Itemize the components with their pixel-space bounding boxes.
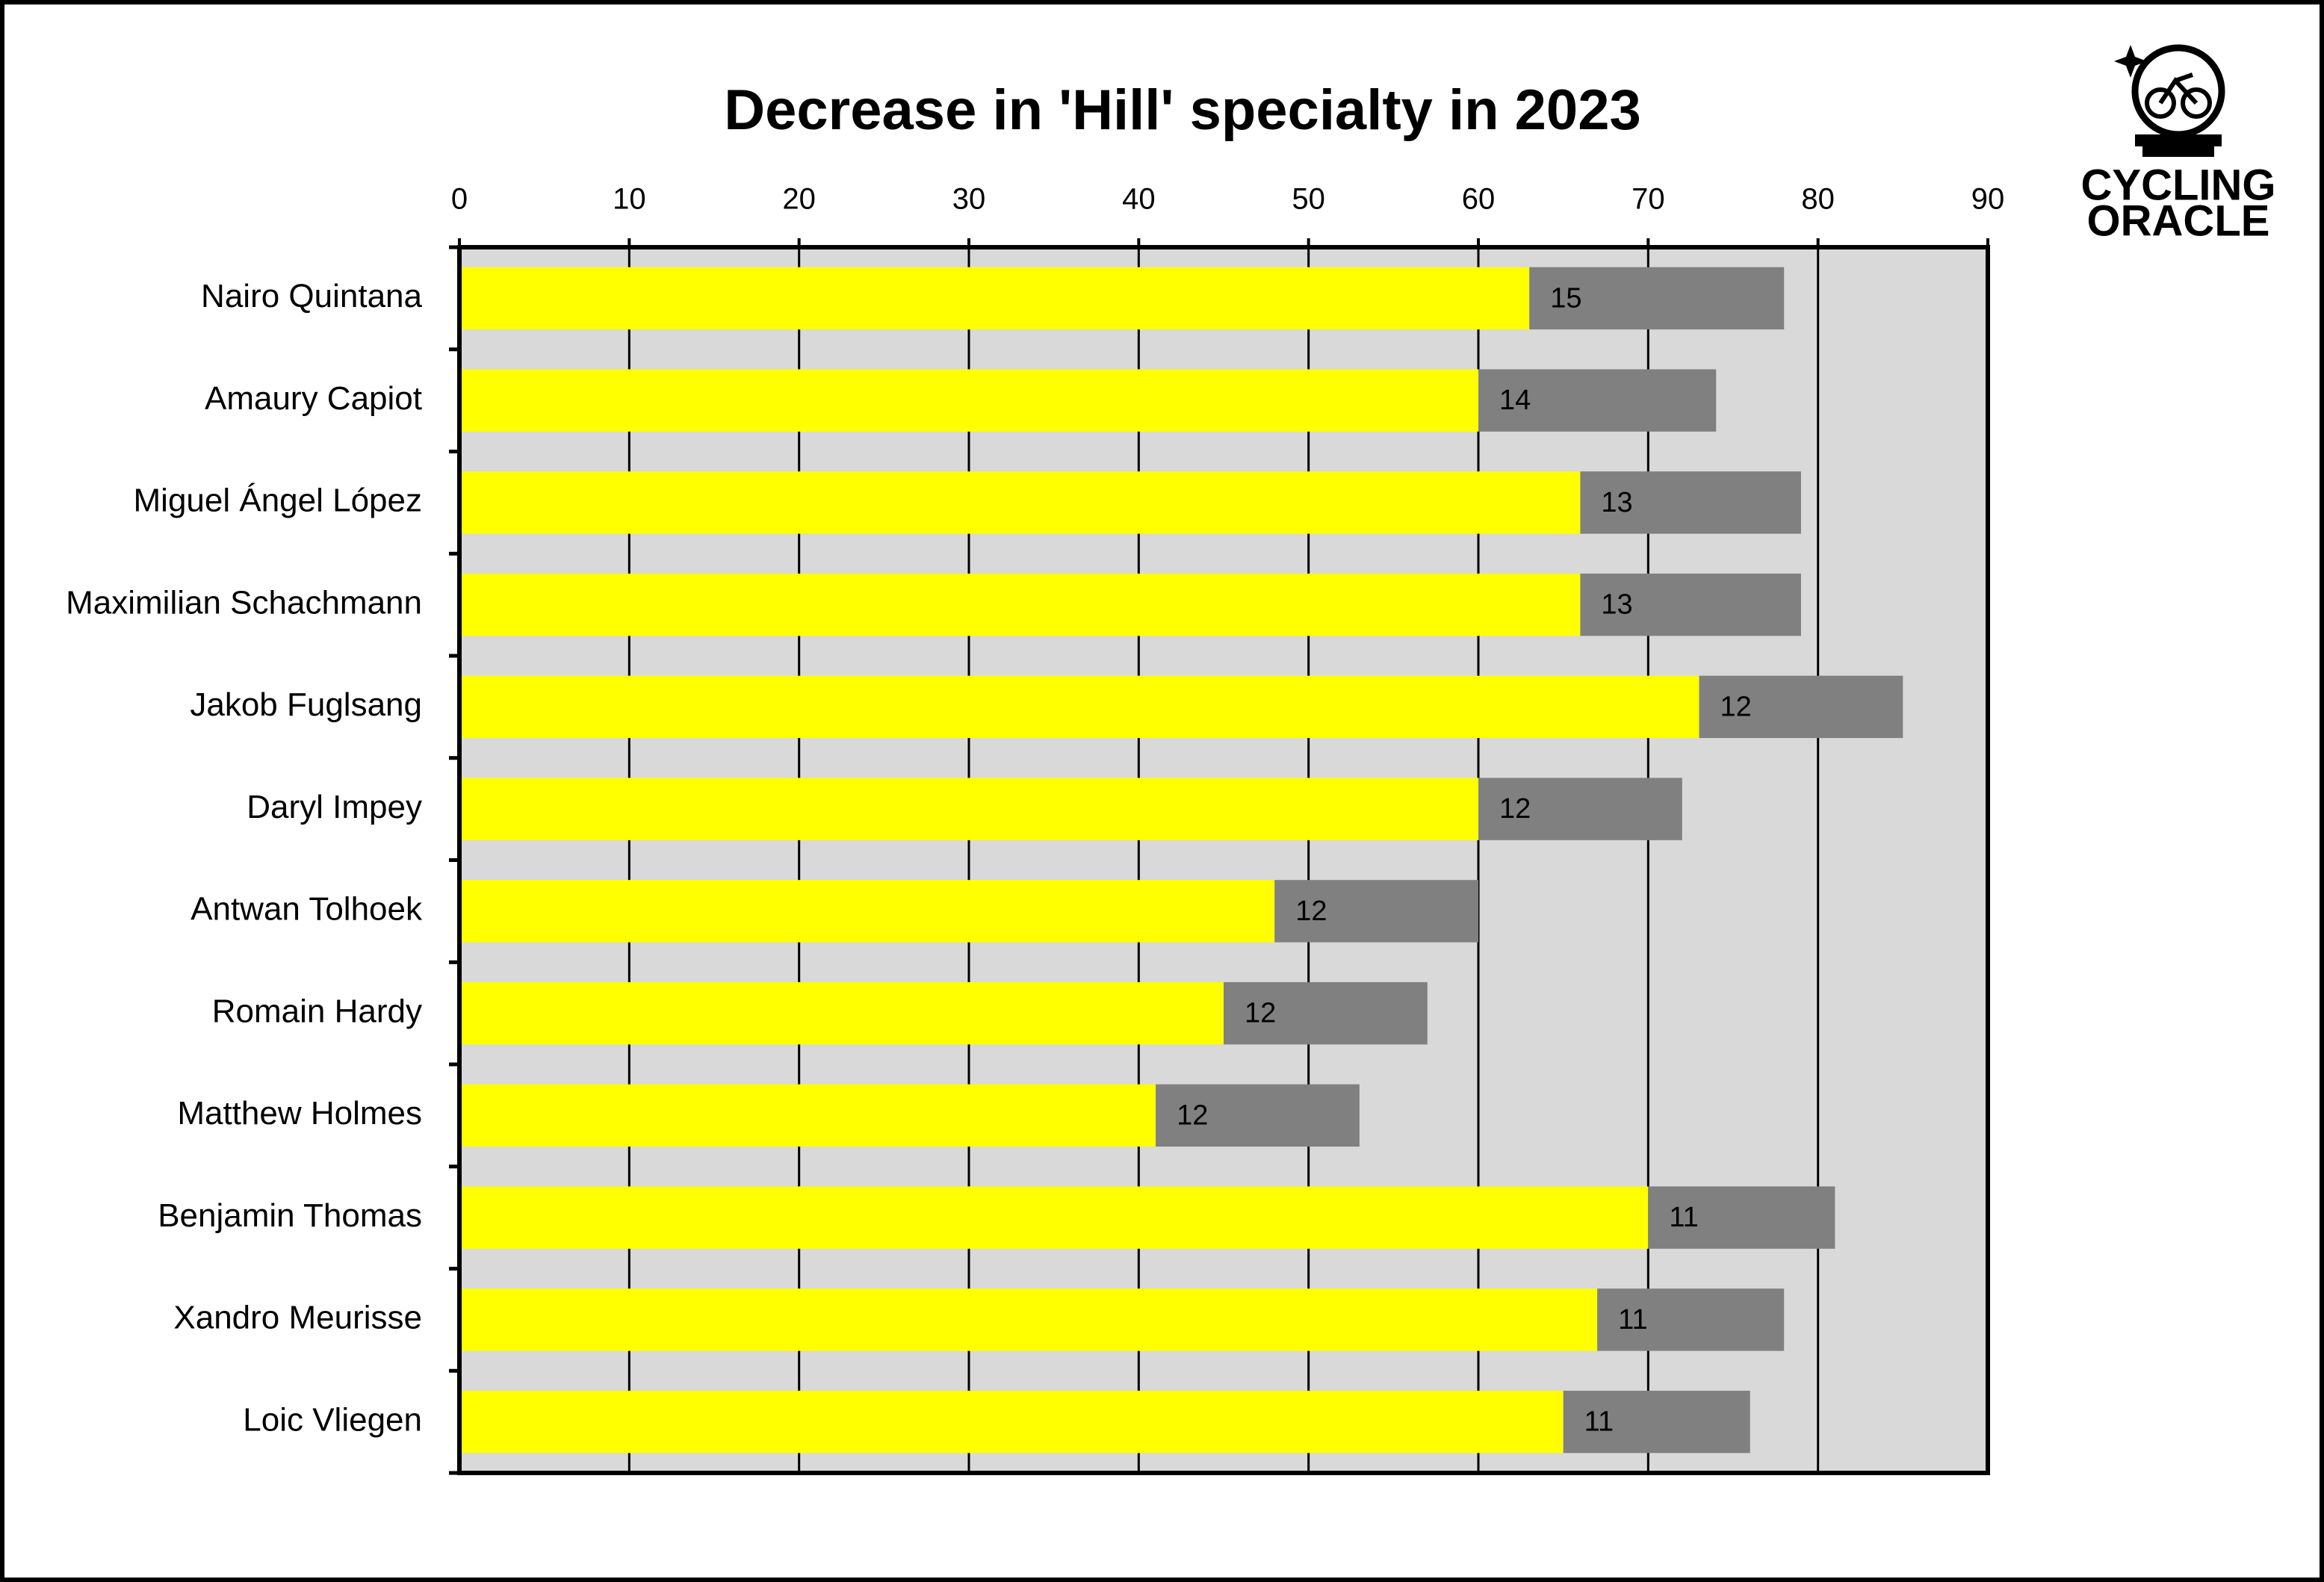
y-tick-label: Matthew Holmes	[177, 1095, 422, 1132]
bar-segment	[459, 1288, 1598, 1351]
bar-segment	[459, 471, 1581, 534]
y-tick-label: Antwan Tolhoek	[190, 891, 423, 928]
y-tick-label: Loic Vliegen	[243, 1401, 422, 1438]
bar-segment	[1156, 1084, 1360, 1147]
data-label: 14	[1499, 385, 1531, 416]
data-label: 13	[1601, 589, 1632, 621]
logo-frame	[2158, 72, 2198, 105]
y-tick-label: Xandro Meurisse	[173, 1300, 422, 1336]
logo-text: ORACLE	[2087, 196, 2270, 245]
logo-base	[2135, 134, 2222, 146]
data-label: 12	[1295, 896, 1327, 927]
bar-segment	[1563, 1390, 1750, 1454]
y-tick-label: Daryl Impey	[247, 789, 422, 825]
chart-title: Decrease in 'Hill' specialty in 2023	[724, 78, 1640, 142]
bar-segment	[1478, 778, 1682, 840]
logo-base	[2142, 146, 2214, 157]
x-tick-label: 80	[1801, 183, 1835, 216]
bar-segment	[459, 880, 1275, 943]
bar-segment	[1580, 573, 1801, 636]
data-label: 13	[1601, 487, 1632, 518]
y-tick-label: Miguel Ángel López	[134, 483, 422, 519]
y-tick-label: Benjamin Thomas	[158, 1197, 422, 1234]
bar-segment	[1580, 471, 1801, 534]
plot-border	[457, 245, 1990, 1475]
bar-segment	[459, 778, 1478, 840]
plot-area	[459, 247, 1988, 1473]
y-tick-label: Amaury Capiot	[205, 380, 422, 417]
y-tick-label: Maximilian Schachmann	[66, 584, 422, 621]
bar-segment	[459, 981, 1224, 1045]
x-tick-label: 70	[1632, 183, 1665, 216]
data-label: 15	[1550, 282, 1581, 314]
bar-segment	[459, 1390, 1564, 1454]
bar-segment	[1597, 1288, 1785, 1351]
x-tick-label: 20	[782, 183, 816, 216]
data-label: 12	[1720, 691, 1752, 722]
x-tick-label: 50	[1292, 183, 1325, 216]
bar-segment	[1699, 675, 1903, 739]
y-tick-label: Nairo Quintana	[201, 278, 422, 314]
data-label: 11	[1669, 1202, 1698, 1233]
bar-segment	[1224, 981, 1428, 1045]
bar-segment	[1274, 880, 1478, 943]
y-tick-label: Jakob Fuglsang	[190, 686, 422, 723]
x-tick-label: 90	[1971, 183, 2005, 216]
data-label: 11	[1584, 1406, 1614, 1438]
logo: CYCLING ORACLE	[2081, 44, 2276, 245]
y-tick-label: Romain Hardy	[212, 993, 422, 1029]
data-label: 11	[1618, 1304, 1647, 1336]
logo-text: CYCLING	[2081, 161, 2276, 209]
logo-wheel	[2145, 87, 2176, 119]
data-label: 12	[1245, 998, 1276, 1029]
x-tick-label: 40	[1122, 183, 1156, 216]
bar-segment	[459, 369, 1478, 432]
bar-segment	[1478, 369, 1717, 432]
bar-segment	[459, 1084, 1156, 1147]
bar-segment	[459, 267, 1530, 330]
x-tick-label: 60	[1462, 183, 1496, 216]
x-tick-label: 30	[952, 183, 986, 216]
bar-segment	[459, 675, 1699, 739]
x-tick-label: 0	[451, 183, 468, 216]
logo-sparkle	[2114, 45, 2147, 78]
data-label: 12	[1177, 1099, 1208, 1131]
bar-segment	[1648, 1186, 1835, 1249]
logo-wheel	[2181, 87, 2212, 119]
x-tick-label: 10	[613, 183, 646, 216]
bar-segment	[1529, 267, 1785, 330]
data-label: 12	[1499, 793, 1531, 825]
bar-segment	[459, 1186, 1649, 1249]
bar-segment	[459, 573, 1581, 636]
